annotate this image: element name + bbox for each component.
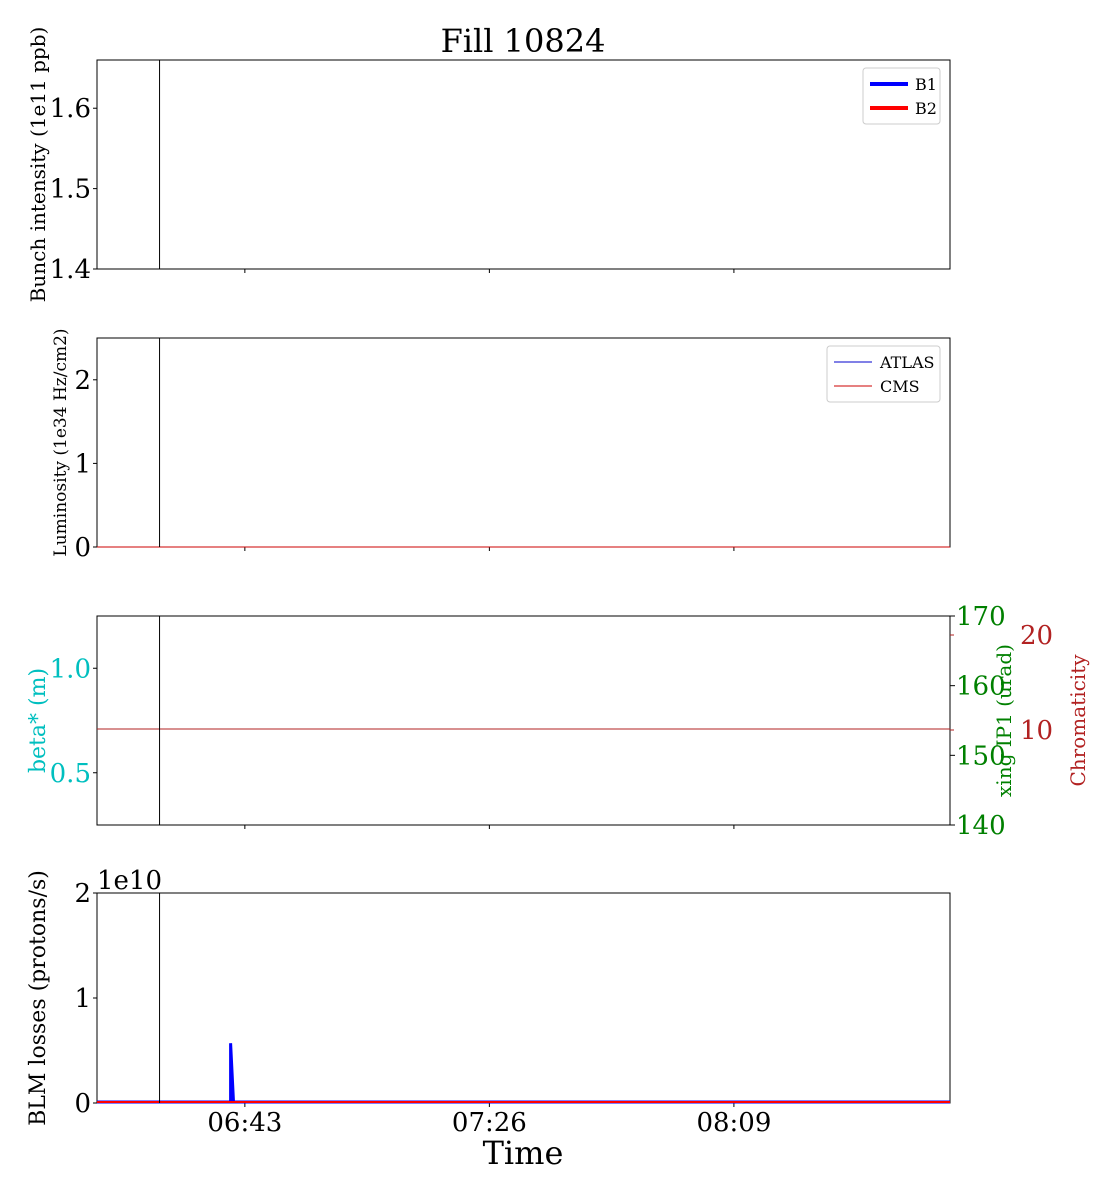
legend-label-cms: CMS <box>880 377 920 396</box>
y2-tick-label: 170 <box>956 602 1006 632</box>
x-tick-label: 08:09 <box>696 1108 771 1138</box>
y-tick-label: 2 <box>74 879 91 909</box>
y-tick-label: 1.6 <box>50 94 91 124</box>
y-axis-label: BLM losses (protons/s) <box>26 870 51 1126</box>
legend-label-atlas: ATLAS <box>879 353 935 372</box>
figure-title: Fill 10824 <box>441 22 606 60</box>
y-tick-label: 0.5 <box>50 759 91 789</box>
y-tick-label: 1 <box>74 449 91 479</box>
y-axis-label: Bunch intensity (1e11 ppb) <box>26 27 50 303</box>
y3-axis-label: Chromaticity <box>1066 654 1090 787</box>
y2-axis-label: xing IP1 (urad) <box>992 644 1016 797</box>
y-tick-label: 1.5 <box>50 175 91 205</box>
y-tick-label: 0 <box>74 533 91 563</box>
legend-box <box>826 345 941 403</box>
plot-frame <box>96 892 951 1104</box>
panel-4: 06:43 07:26 08:09 0 1 2 BLM losses (protons/s)… <box>26 866 951 1138</box>
y3-tick-label: 10 <box>1020 716 1053 746</box>
y-tick-label: 1 <box>74 984 91 1014</box>
y-tick-label: 1.0 <box>50 654 91 684</box>
plot-frame <box>96 59 951 270</box>
y2-tick-label: 140 <box>956 811 1006 841</box>
y-tick-label: 0 <box>74 1089 91 1119</box>
x-tick-label: 06:43 <box>207 1108 282 1138</box>
legend-label-b2: B2 <box>915 99 937 118</box>
plot-frame <box>96 337 951 548</box>
y2-tick-label: 160 <box>956 672 1006 702</box>
x-axis-label: Time <box>483 1134 564 1172</box>
x-tick-label: 07:26 <box>452 1108 527 1138</box>
y-tick-label: 2 <box>74 366 91 396</box>
y-axis-label: beta* (m) <box>26 668 51 773</box>
y-tick-label: 1.4 <box>50 255 91 285</box>
series-line-b1 <box>97 1043 950 1104</box>
legend-label-b1: B1 <box>915 75 937 94</box>
y-offset-label: 1e10 <box>97 866 162 896</box>
y2-tick-label: 150 <box>956 741 1006 771</box>
plot-frame <box>96 615 951 826</box>
y3-tick-label: 20 <box>1020 621 1053 651</box>
y-axis-label: Luminosity (1e34 Hz/cm2) <box>51 328 71 556</box>
